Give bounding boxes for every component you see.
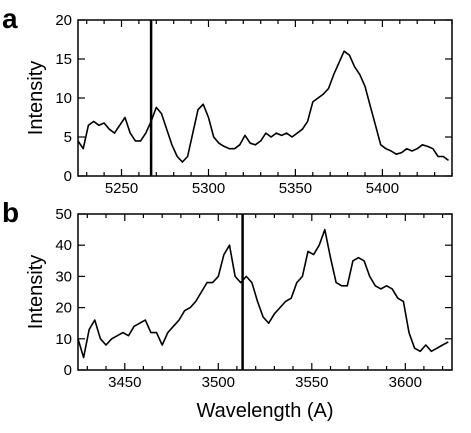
x-axis-title: Wavelength (A) <box>196 400 333 422</box>
panel-a-y-tick-label: 15 <box>55 51 72 68</box>
panel-a-plot-frame <box>77 19 453 177</box>
panel-a-y-tick-label: 20 <box>55 12 72 29</box>
panel-b-y-tick-label: 10 <box>55 331 72 348</box>
panel-b-y-tick-label: 0 <box>64 362 72 379</box>
panel-b-y-tick-label: 30 <box>55 268 72 285</box>
panel-a-intensity-chart: a Intensity 5250 5300 5350 5400 0 5 10 15 20 <box>2 3 453 197</box>
panel-b-y-tick-label: 20 <box>55 300 72 317</box>
panel-b-y-tick-label: 50 <box>55 206 72 223</box>
panel-b-y-tick-label: 40 <box>55 237 72 254</box>
panel-a-y-tick-label: 5 <box>64 129 72 146</box>
panel-b-ylabel: Intensity <box>25 255 47 329</box>
panel-b-plot-frame <box>77 213 453 371</box>
panel-a-y-tick-label: 0 <box>64 168 72 185</box>
panel-a-x-tick-label: 5400 <box>366 180 399 197</box>
panel-a-x-tick-label: 5300 <box>192 180 225 197</box>
panel-a-label: a <box>2 3 18 34</box>
panel-b-spectrum-line <box>77 228 449 359</box>
panel-a-x-tick-label: 5250 <box>105 180 138 197</box>
panel-b-x-tick-label: 3500 <box>202 374 235 391</box>
panel-b-intensity-chart: b Intensity 3450 3500 3550 3600 0 10 20 30 40 50 <box>2 197 453 391</box>
panel-a-ylabel: Intensity <box>25 61 47 135</box>
panel-a-y-tick-label: 10 <box>55 90 72 107</box>
panel-a-spectrum-line <box>77 50 449 163</box>
panel-b-x-tick-label: 3600 <box>389 374 422 391</box>
panel-b-ticks: 3450 3500 3550 3600 0 10 20 30 40 50 <box>55 206 452 391</box>
panel-b-x-tick-label: 3550 <box>295 374 328 391</box>
panel-a-ticks: 5250 5300 5350 5400 0 5 10 15 20 <box>55 12 453 197</box>
panel-a-x-tick-label: 5350 <box>279 180 312 197</box>
panel-b-x-tick-label: 3450 <box>108 374 141 391</box>
panel-b-label: b <box>2 197 19 228</box>
